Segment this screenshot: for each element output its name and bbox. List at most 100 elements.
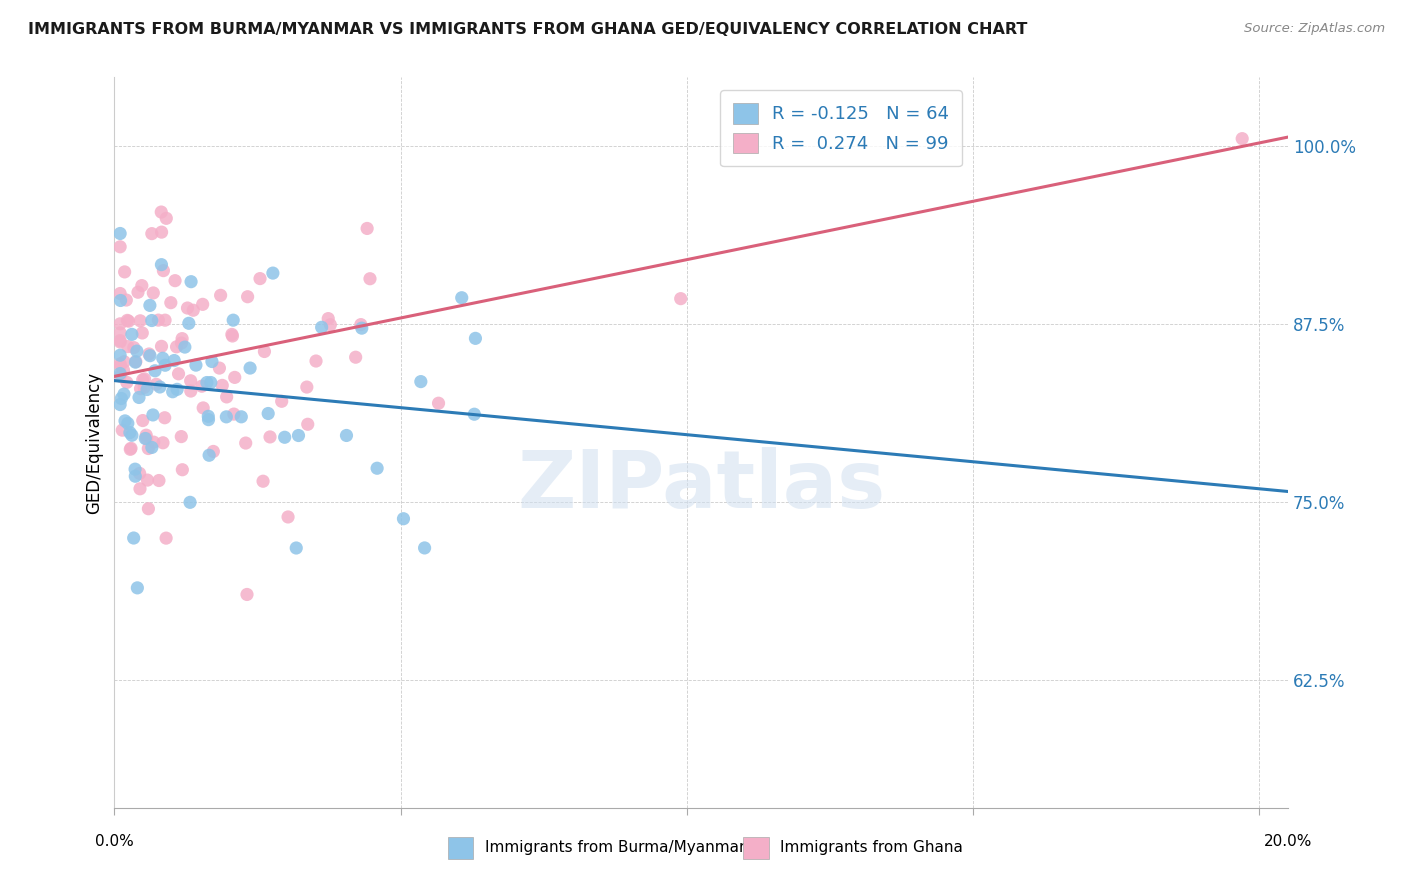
Point bbox=[122, 531, 145, 545]
Point bbox=[236, 587, 259, 601]
Point bbox=[344, 350, 367, 364]
Point bbox=[120, 442, 142, 456]
Point bbox=[134, 372, 156, 386]
Point bbox=[141, 313, 163, 327]
Point bbox=[108, 398, 131, 412]
Point bbox=[176, 301, 198, 315]
Point bbox=[166, 382, 188, 396]
Point bbox=[252, 474, 274, 488]
Point bbox=[184, 358, 207, 372]
Point bbox=[235, 436, 257, 450]
Point bbox=[413, 541, 436, 555]
Point bbox=[124, 469, 146, 483]
Point bbox=[208, 361, 231, 376]
Point bbox=[285, 541, 308, 555]
Point bbox=[464, 331, 486, 345]
Point bbox=[108, 334, 131, 349]
Point bbox=[148, 474, 170, 488]
Point bbox=[142, 435, 165, 450]
Text: 0.0%: 0.0% bbox=[96, 834, 134, 849]
Point bbox=[173, 340, 195, 354]
Point bbox=[259, 430, 281, 444]
Point bbox=[1230, 131, 1253, 145]
Point bbox=[129, 482, 152, 496]
Point bbox=[195, 376, 218, 390]
Point bbox=[141, 441, 163, 455]
Point bbox=[117, 313, 139, 327]
Point bbox=[277, 510, 299, 524]
Point bbox=[239, 361, 262, 376]
Point bbox=[262, 266, 284, 280]
Point bbox=[110, 293, 132, 308]
Point bbox=[155, 211, 177, 226]
Point bbox=[134, 432, 156, 446]
Point bbox=[177, 316, 200, 330]
Point bbox=[142, 285, 165, 300]
Point bbox=[150, 258, 173, 272]
Point bbox=[197, 409, 219, 424]
Point bbox=[202, 444, 225, 458]
Point bbox=[287, 428, 309, 442]
Point bbox=[166, 340, 188, 354]
Point bbox=[120, 442, 142, 457]
Point bbox=[108, 240, 131, 254]
Point bbox=[669, 292, 692, 306]
Point bbox=[142, 408, 165, 422]
Point bbox=[117, 314, 139, 328]
Point bbox=[114, 265, 136, 279]
Point bbox=[115, 293, 138, 307]
Point bbox=[114, 414, 136, 428]
Point bbox=[366, 461, 388, 475]
Point bbox=[150, 339, 173, 353]
Legend: R = -0.125   N = 64, R =  0.274   N = 99: R = -0.125 N = 64, R = 0.274 N = 99 bbox=[720, 90, 962, 166]
Point bbox=[152, 263, 174, 277]
Point bbox=[180, 275, 202, 289]
Point bbox=[198, 448, 221, 462]
Point bbox=[191, 297, 214, 311]
Point bbox=[162, 384, 184, 399]
Text: Source: ZipAtlas.com: Source: ZipAtlas.com bbox=[1244, 22, 1385, 36]
Point bbox=[127, 285, 149, 300]
Point bbox=[129, 382, 152, 396]
Point bbox=[249, 271, 271, 285]
Point bbox=[112, 363, 135, 377]
Point bbox=[149, 380, 172, 394]
Point bbox=[305, 354, 328, 368]
Point bbox=[152, 435, 174, 450]
Point bbox=[110, 392, 132, 406]
Point bbox=[129, 314, 152, 328]
Point bbox=[134, 380, 156, 394]
Point bbox=[141, 227, 163, 241]
Point bbox=[215, 390, 238, 404]
Point bbox=[148, 313, 170, 327]
Point bbox=[224, 370, 246, 384]
Point bbox=[131, 278, 153, 293]
Point bbox=[170, 429, 193, 443]
Point bbox=[153, 358, 176, 372]
Point bbox=[316, 311, 339, 326]
Text: 20.0%: 20.0% bbox=[1264, 834, 1312, 849]
Point bbox=[319, 318, 342, 332]
Point bbox=[132, 373, 155, 387]
Point bbox=[193, 401, 215, 415]
Point bbox=[409, 375, 432, 389]
Point bbox=[172, 332, 194, 346]
Point bbox=[108, 369, 131, 384]
Point bbox=[170, 336, 193, 351]
Point bbox=[181, 303, 204, 318]
Point bbox=[236, 290, 259, 304]
Point bbox=[295, 380, 318, 394]
Point bbox=[209, 288, 232, 302]
Point bbox=[253, 344, 276, 359]
Point bbox=[122, 341, 145, 355]
Point bbox=[359, 271, 381, 285]
Point bbox=[135, 432, 157, 446]
Point bbox=[163, 353, 186, 368]
Point bbox=[180, 374, 202, 388]
Point bbox=[128, 391, 150, 405]
Point bbox=[463, 407, 485, 421]
Point bbox=[200, 376, 222, 390]
Point bbox=[155, 531, 177, 545]
Point bbox=[124, 462, 146, 476]
Point bbox=[270, 394, 292, 409]
